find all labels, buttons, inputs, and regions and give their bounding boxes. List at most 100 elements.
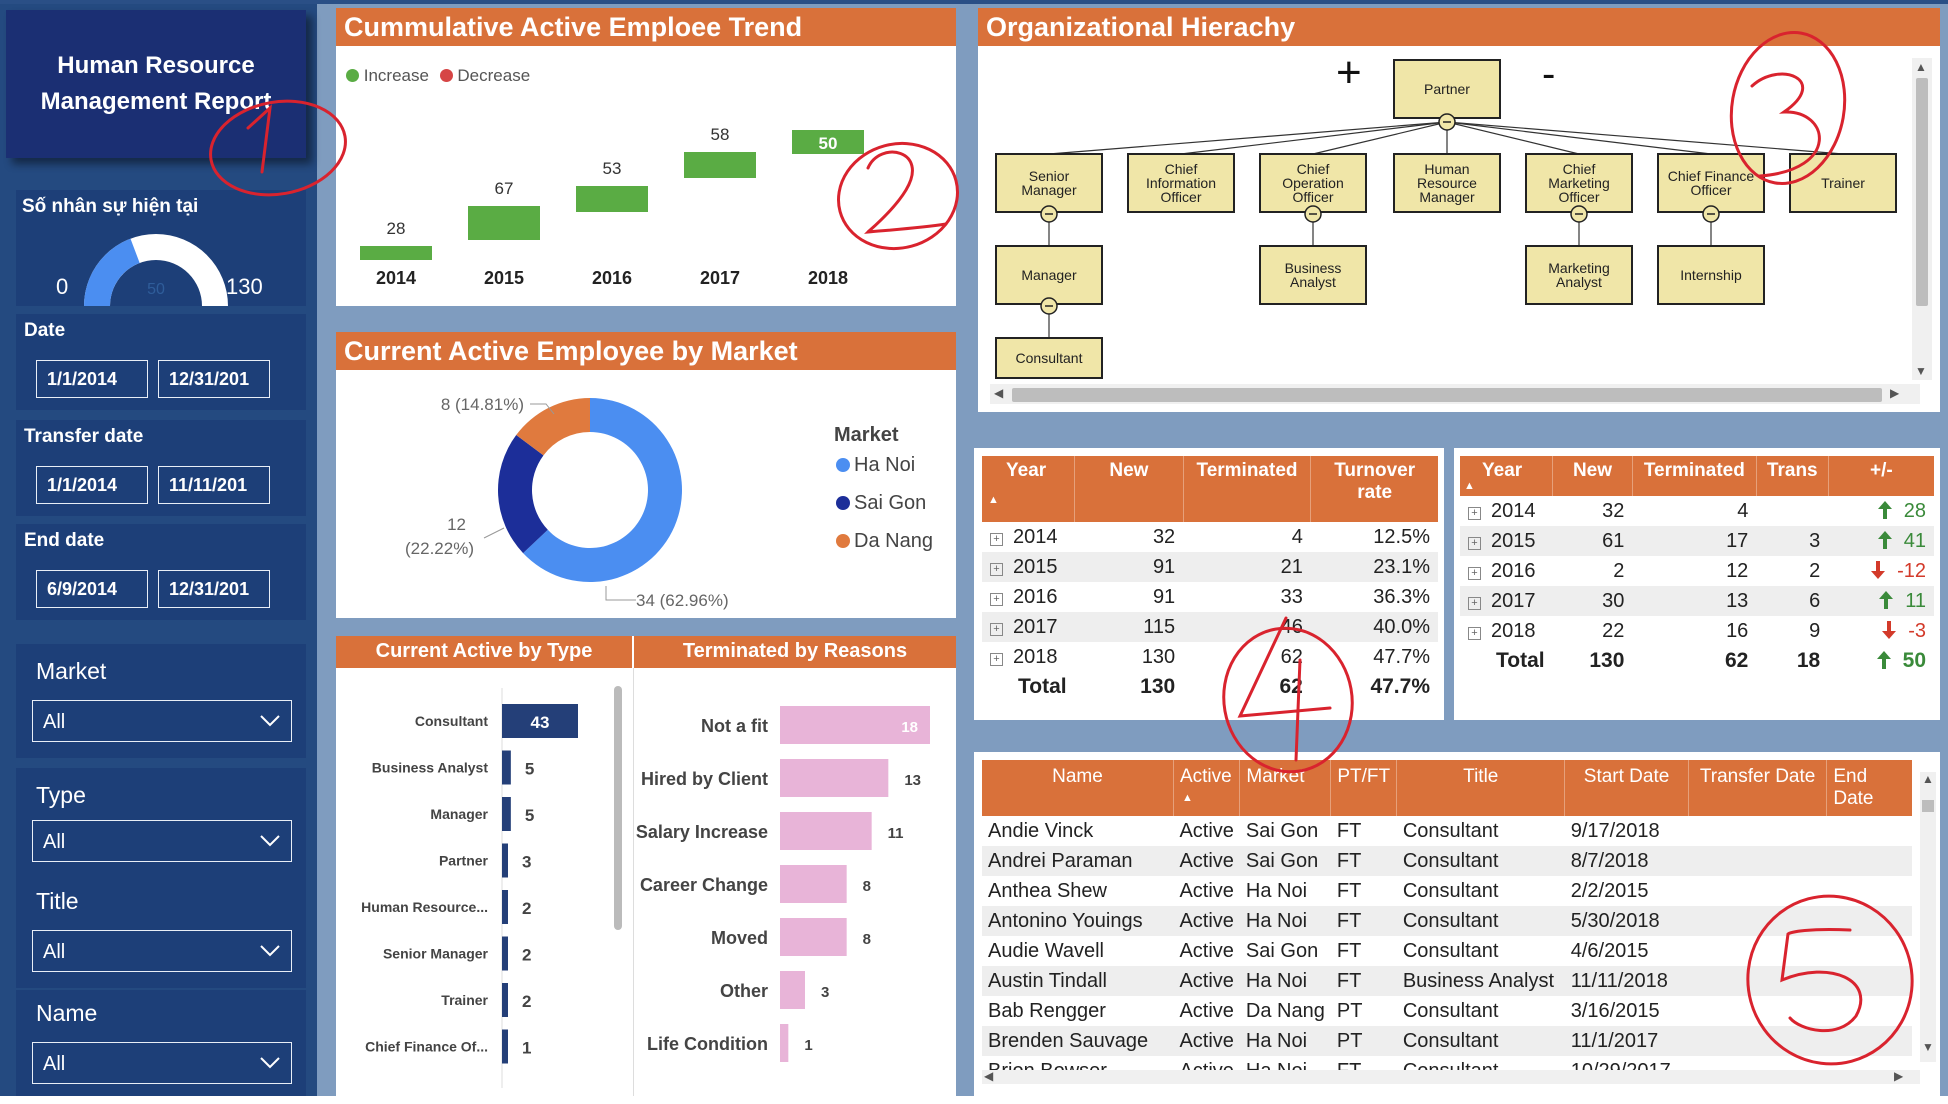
by-type-bar[interactable] bbox=[502, 983, 508, 1017]
by-type-bar[interactable] bbox=[502, 750, 511, 785]
col-turnover-rate[interactable]: Turnover rate bbox=[1310, 456, 1438, 522]
expand-row-icon[interactable]: + bbox=[1468, 596, 1481, 610]
col-end-date[interactable]: End Date bbox=[1826, 760, 1912, 816]
col-terminated[interactable]: Terminated bbox=[1632, 456, 1757, 496]
scroll-up-icon[interactable]: ▲ bbox=[1915, 60, 1927, 74]
by-type-bar[interactable] bbox=[502, 936, 508, 971]
col-ptft[interactable]: PT/FT bbox=[1330, 760, 1398, 816]
expand-row-icon[interactable]: + bbox=[990, 592, 1003, 606]
by-reason-bar[interactable] bbox=[780, 865, 847, 903]
col-year[interactable]: Year ▲ bbox=[1460, 456, 1554, 496]
org-node-senior-manager[interactable] bbox=[995, 153, 1103, 213]
change-row[interactable]: +2017 30 13 6 11 bbox=[1460, 586, 1934, 616]
by-reason-bar[interactable] bbox=[780, 1024, 789, 1062]
change-row[interactable]: +2018 22 16 9 -3 bbox=[1460, 616, 1934, 646]
employee-row[interactable]: Andie Vinck Active Sai Gon FT Consultant… bbox=[982, 816, 1912, 846]
turnover-row[interactable]: +2018 130 62 47.7% bbox=[982, 642, 1438, 672]
org-node-partner[interactable] bbox=[1393, 59, 1501, 119]
col-new[interactable]: New bbox=[1074, 456, 1184, 522]
end-date-from-input[interactable]: 6/9/2014 bbox=[36, 570, 148, 608]
org-node-cio[interactable] bbox=[1127, 153, 1235, 213]
scroll-right-icon[interactable]: ▶ bbox=[1894, 1069, 1904, 1083]
org-node-internship[interactable] bbox=[1657, 245, 1765, 305]
title-dropdown[interactable]: All bbox=[32, 930, 292, 972]
by-type-bar[interactable] bbox=[502, 797, 511, 831]
sort-asc-icon[interactable]: ▲ bbox=[988, 494, 999, 506]
by-type-bar[interactable] bbox=[502, 843, 508, 878]
expand-row-icon[interactable]: + bbox=[990, 532, 1003, 546]
scroll-left-icon[interactable]: ◀ bbox=[994, 386, 1004, 400]
expand-row-icon[interactable]: + bbox=[990, 622, 1003, 636]
transfer-date-to-input[interactable]: 11/11/201 bbox=[158, 466, 270, 504]
employee-row[interactable]: Anthea Shew Active Ha Noi FT Consultant … bbox=[982, 876, 1912, 906]
by-reason-bar[interactable] bbox=[780, 812, 872, 850]
scroll-up-icon[interactable]: ▲ bbox=[1922, 772, 1934, 786]
employee-row[interactable]: Austin Tindall Active Ha Noi FT Business… bbox=[982, 966, 1912, 996]
by-reason-bar[interactable] bbox=[780, 759, 889, 797]
turnover-row[interactable]: +2016 91 33 36.3% bbox=[982, 582, 1438, 612]
org-node-business-analyst[interactable] bbox=[1259, 245, 1367, 305]
sort-asc-icon[interactable]: ▲ bbox=[1182, 792, 1193, 804]
org-node-cmo[interactable] bbox=[1525, 153, 1633, 213]
market-legend-item[interactable]: Sai Gon bbox=[836, 492, 933, 530]
org-node-coo[interactable] bbox=[1259, 153, 1367, 213]
end-date-to-input[interactable]: 12/31/201 bbox=[158, 570, 270, 608]
date-from-input[interactable]: 1/1/2014 bbox=[36, 360, 148, 398]
org-node-marketing-analyst[interactable] bbox=[1525, 245, 1633, 305]
turnover-row[interactable]: +2014 32 4 12.5% bbox=[982, 522, 1438, 552]
by-reason-bar[interactable] bbox=[780, 971, 805, 1009]
scroll-left-icon[interactable]: ◀ bbox=[984, 1069, 994, 1083]
col-delta[interactable]: +/- bbox=[1828, 456, 1934, 496]
col-year[interactable]: Year ▲ bbox=[982, 456, 1076, 522]
by-type-bar[interactable] bbox=[502, 1029, 508, 1064]
type-dropdown[interactable]: All bbox=[32, 820, 292, 862]
col-market[interactable]: Market bbox=[1239, 760, 1332, 816]
change-row[interactable]: +2016 2 12 2 -12 bbox=[1460, 556, 1934, 586]
expand-row-icon[interactable]: + bbox=[1468, 626, 1481, 640]
employee-row[interactable]: Andrei Paraman Active Sai Gon FT Consult… bbox=[982, 846, 1912, 876]
donut-slice-sai-gon[interactable] bbox=[498, 435, 548, 554]
market-legend-item[interactable]: Ha Noi bbox=[836, 454, 933, 492]
scroll-down-icon[interactable]: ▼ bbox=[1915, 364, 1927, 378]
by-type-bar[interactable] bbox=[502, 890, 508, 924]
turnover-row[interactable]: +2017 115 46 40.0% bbox=[982, 612, 1438, 642]
market-legend-item[interactable]: Da Nang bbox=[836, 530, 933, 568]
collapse-all-button[interactable]: - bbox=[1542, 52, 1556, 96]
employee-row[interactable]: Audie Wavell Active Sai Gon FT Consultan… bbox=[982, 936, 1912, 966]
by-type-scrollbar[interactable] bbox=[614, 686, 622, 930]
turnover-row[interactable]: +2015 91 21 23.1% bbox=[982, 552, 1438, 582]
employee-horizontal-scrollbar[interactable] bbox=[982, 1070, 1920, 1084]
transfer-date-from-input[interactable]: 1/1/2014 bbox=[36, 466, 148, 504]
org-node-manager[interactable] bbox=[995, 245, 1103, 305]
employee-row[interactable]: Antonino Youings Active Ha Noi FT Consul… bbox=[982, 906, 1912, 936]
org-node-consultant[interactable] bbox=[995, 337, 1103, 379]
org-horizontal-thumb[interactable] bbox=[1012, 388, 1882, 402]
scroll-down-icon[interactable]: ▼ bbox=[1922, 1040, 1934, 1054]
org-vertical-thumb[interactable] bbox=[1916, 78, 1928, 306]
sort-asc-icon[interactable]: ▲ bbox=[1464, 480, 1475, 492]
change-row[interactable]: +2014 32 4 28 bbox=[1460, 496, 1934, 526]
employee-vertical-scrollbar[interactable] bbox=[1920, 772, 1936, 1062]
expand-all-button[interactable]: + bbox=[1336, 48, 1362, 97]
scroll-right-icon[interactable]: ▶ bbox=[1890, 386, 1900, 400]
col-start-date[interactable]: Start Date bbox=[1564, 760, 1689, 816]
col-terminated[interactable]: Terminated bbox=[1183, 456, 1312, 522]
col-active[interactable]: Active bbox=[1173, 760, 1241, 816]
col-name[interactable]: Name bbox=[982, 760, 1174, 816]
col-new[interactable]: New bbox=[1552, 456, 1633, 496]
expand-row-icon[interactable]: + bbox=[1468, 506, 1481, 520]
col-trans[interactable]: Trans bbox=[1756, 456, 1829, 496]
by-type-bar[interactable] bbox=[502, 704, 578, 738]
expand-row-icon[interactable]: + bbox=[1468, 536, 1481, 550]
date-to-input[interactable]: 12/31/201 bbox=[158, 360, 270, 398]
name-dropdown[interactable]: All bbox=[32, 1042, 292, 1084]
col-title[interactable]: Title bbox=[1396, 760, 1566, 816]
donut-slice-da-nang[interactable] bbox=[516, 398, 590, 456]
by-reason-bar[interactable] bbox=[780, 706, 930, 744]
expand-row-icon[interactable]: + bbox=[990, 562, 1003, 576]
col-transfer-date[interactable]: Transfer Date bbox=[1688, 760, 1828, 816]
employee-row[interactable]: Bab Rengger Active Da Nang PT Consultant… bbox=[982, 996, 1912, 1026]
expand-row-icon[interactable]: + bbox=[990, 652, 1003, 666]
change-row[interactable]: +2015 61 17 3 41 bbox=[1460, 526, 1934, 556]
market-dropdown[interactable]: All bbox=[32, 700, 292, 742]
